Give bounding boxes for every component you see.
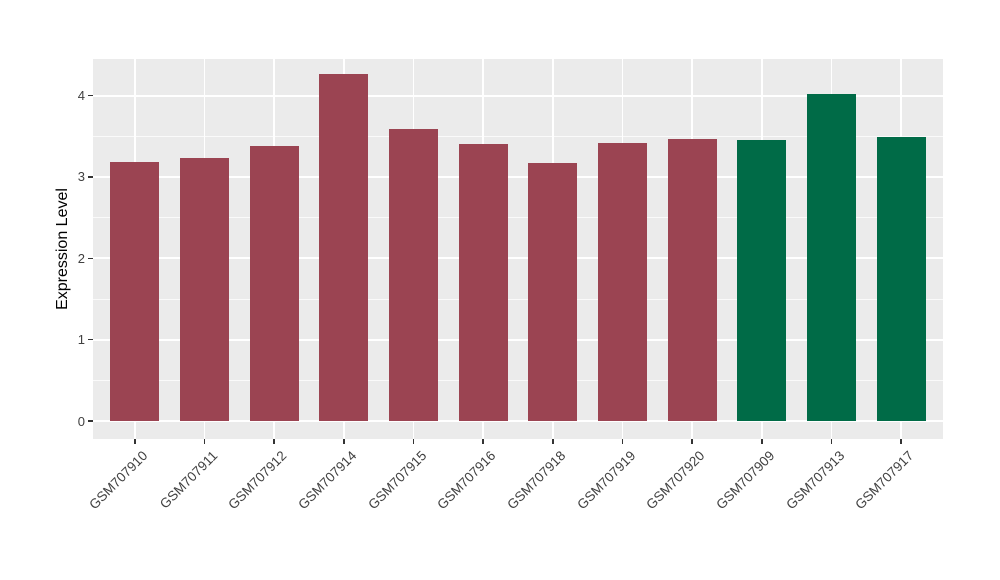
major-gridline-y xyxy=(93,338,943,341)
x-tick-label: GSM707912 xyxy=(225,448,290,513)
x-tick-mark xyxy=(552,439,554,444)
x-tick-mark xyxy=(761,439,763,444)
x-tick-label: GSM707911 xyxy=(156,448,221,512)
x-tick-mark xyxy=(900,439,902,444)
bar-GSM707915 xyxy=(389,128,438,422)
x-tick-label: GSM707919 xyxy=(573,448,639,513)
bar-GSM707909 xyxy=(737,139,787,422)
y-tick-mark xyxy=(88,420,93,422)
x-tick-label: GSM707913 xyxy=(782,448,848,513)
bar-GSM707910 xyxy=(110,162,160,422)
minor-gridline-y xyxy=(93,217,943,219)
bar-GSM707917 xyxy=(876,137,926,422)
y-tick-label: 3 xyxy=(77,169,85,185)
x-tick-mark xyxy=(273,439,275,444)
minor-gridline-y xyxy=(93,135,943,137)
x-tick-label: GSM707914 xyxy=(295,448,360,513)
x-tick-mark xyxy=(482,439,484,444)
y-tick-label: 2 xyxy=(77,250,85,266)
y-tick-mark xyxy=(88,94,93,97)
x-tick-label: GSM707909 xyxy=(713,448,778,513)
x-tick-label: GSM707915 xyxy=(364,448,430,513)
y-tick-mark xyxy=(88,338,93,341)
x-tick-mark xyxy=(134,439,136,444)
bar-GSM707919 xyxy=(598,142,647,422)
y-tick-label: 0 xyxy=(77,413,85,429)
x-tick-mark xyxy=(203,439,206,444)
x-tick-mark xyxy=(691,439,693,444)
x-tick-mark xyxy=(343,439,345,444)
major-gridline-y xyxy=(93,94,943,97)
x-tick-label: GSM707917 xyxy=(852,448,917,513)
bar-GSM707914 xyxy=(319,73,369,422)
x-tick-label: GSM707918 xyxy=(504,448,569,513)
x-tick-label: GSM707920 xyxy=(643,448,708,513)
bar-GSM707913 xyxy=(807,93,856,422)
minor-gridline-y xyxy=(93,379,943,381)
bar-GSM707912 xyxy=(249,146,299,422)
x-tick-mark xyxy=(830,439,833,444)
bar-GSM707911 xyxy=(180,158,229,422)
x-tick-mark xyxy=(412,439,415,444)
y-axis-title: Expression Level xyxy=(54,188,71,310)
major-gridline-y xyxy=(93,257,943,260)
minor-gridline-y xyxy=(93,298,943,300)
x-tick-label: GSM707916 xyxy=(434,448,499,513)
y-tick-mark xyxy=(88,176,93,178)
bar-GSM707920 xyxy=(667,138,717,422)
x-tick-mark xyxy=(621,439,624,444)
bar-GSM707918 xyxy=(528,163,578,422)
bar-GSM707916 xyxy=(458,144,508,422)
major-gridline-y xyxy=(93,420,943,423)
plot-panel xyxy=(93,59,943,439)
y-tick-label: 4 xyxy=(77,88,85,104)
y-tick-label: 1 xyxy=(77,332,85,348)
y-tick-mark xyxy=(88,257,93,260)
x-tick-label: GSM707910 xyxy=(86,448,151,513)
major-gridline-y xyxy=(93,175,943,178)
